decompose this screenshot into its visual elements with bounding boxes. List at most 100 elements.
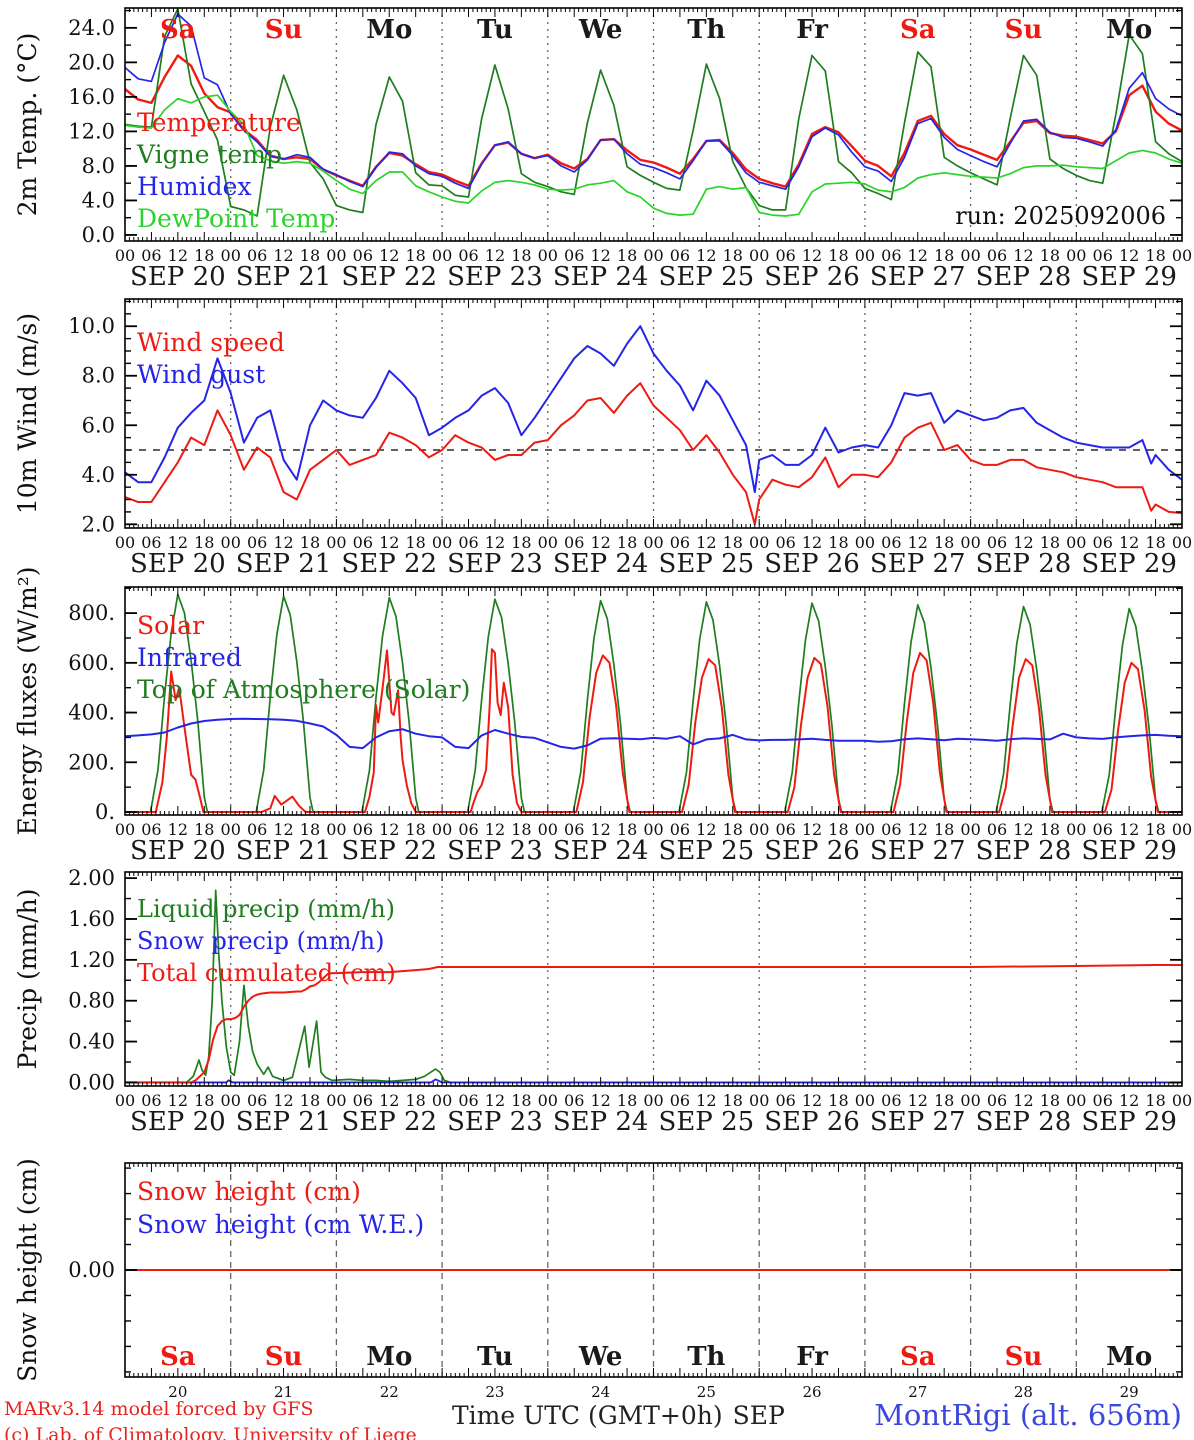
svg-text:00: 00 xyxy=(221,1091,241,1110)
svg-text:SEP 28: SEP 28 xyxy=(976,262,1072,292)
svg-text:Mo: Mo xyxy=(366,1342,412,1372)
svg-text:00: 00 xyxy=(538,533,558,552)
svg-text:12: 12 xyxy=(485,246,505,265)
svg-text:18: 18 xyxy=(934,533,954,552)
svg-text:00: 00 xyxy=(749,533,769,552)
svg-text:18: 18 xyxy=(828,820,848,839)
svg-text:00: 00 xyxy=(326,820,346,839)
svg-text:06: 06 xyxy=(564,533,584,552)
svg-text:06: 06 xyxy=(1093,820,1113,839)
svg-text:00: 00 xyxy=(538,246,558,265)
svg-text:00: 00 xyxy=(221,533,241,552)
svg-text:00: 00 xyxy=(643,246,663,265)
svg-text:12: 12 xyxy=(908,533,928,552)
svg-text:18: 18 xyxy=(194,820,214,839)
credits-line1: MARv3.14 model forced by GFS xyxy=(4,1398,314,1420)
svg-text:00: 00 xyxy=(643,820,663,839)
legend-vigne-temp: Vigne temp xyxy=(137,140,283,169)
svg-text:20: 20 xyxy=(168,1383,187,1401)
svg-text:Fr: Fr xyxy=(796,1342,828,1372)
svg-text:SEP 20: SEP 20 xyxy=(130,262,226,292)
svg-text:27: 27 xyxy=(908,1383,927,1401)
svg-text:0.0: 0.0 xyxy=(82,223,115,247)
svg-text:24: 24 xyxy=(591,1383,610,1401)
svg-text:06: 06 xyxy=(670,533,690,552)
svg-text:8.0: 8.0 xyxy=(82,154,115,178)
legend-liquid-precip: Liquid precip (mm/h) xyxy=(137,895,396,923)
svg-text:18: 18 xyxy=(828,1091,848,1110)
legend-snow-precip: Snow precip (mm/h) xyxy=(137,927,385,955)
svg-text:00: 00 xyxy=(749,820,769,839)
svg-text:00: 00 xyxy=(115,820,135,839)
svg-text:SEP 28: SEP 28 xyxy=(976,836,1072,866)
svg-text:12: 12 xyxy=(1013,1091,1033,1110)
model-credits: MARv3.14 model forced by GFS (c) Lab. of… xyxy=(4,1396,417,1440)
svg-text:18: 18 xyxy=(617,246,637,265)
svg-text:12: 12 xyxy=(379,246,399,265)
svg-text:00: 00 xyxy=(432,820,452,839)
svg-text:18: 18 xyxy=(405,820,425,839)
svg-text:06: 06 xyxy=(881,1091,901,1110)
svg-text:Su: Su xyxy=(1005,1342,1043,1372)
svg-text:00: 00 xyxy=(115,533,135,552)
svg-text:18: 18 xyxy=(194,1091,214,1110)
legend-toa-solar: Top of Atmosphere (Solar) xyxy=(137,675,471,704)
svg-text:SEP 24: SEP 24 xyxy=(553,549,649,579)
svg-text:00: 00 xyxy=(115,1091,135,1110)
svg-text:Mo: Mo xyxy=(1106,1342,1152,1372)
svg-text:SEP 22: SEP 22 xyxy=(341,262,437,292)
svg-text:12: 12 xyxy=(908,1091,928,1110)
svg-text:06: 06 xyxy=(458,533,478,552)
svg-text:00: 00 xyxy=(855,820,875,839)
svg-text:Sa: Sa xyxy=(900,15,936,45)
svg-text:SEP 21: SEP 21 xyxy=(236,262,332,292)
svg-text:SEP 20: SEP 20 xyxy=(130,1107,226,1137)
svg-text:SEP 25: SEP 25 xyxy=(659,836,755,866)
svg-text:1.20: 1.20 xyxy=(68,948,115,972)
svg-text:SEP 25: SEP 25 xyxy=(659,1107,755,1137)
svg-text:06: 06 xyxy=(775,533,795,552)
svg-text:SEP 22: SEP 22 xyxy=(341,549,437,579)
svg-text:SEP 27: SEP 27 xyxy=(870,1107,966,1137)
credits-line2: (c) Lab. of Climatology, University of L… xyxy=(4,1424,417,1440)
svg-text:00: 00 xyxy=(221,246,241,265)
svg-text:18: 18 xyxy=(617,533,637,552)
svg-text:00: 00 xyxy=(960,1091,980,1110)
svg-text:Sa: Sa xyxy=(160,1342,196,1372)
svg-text:06: 06 xyxy=(1093,533,1113,552)
svg-text:18: 18 xyxy=(934,246,954,265)
svg-text:SEP 21: SEP 21 xyxy=(236,549,332,579)
svg-text:SEP 26: SEP 26 xyxy=(764,1107,860,1137)
svg-text:18: 18 xyxy=(1040,246,1060,265)
svg-text:28: 28 xyxy=(1014,1383,1033,1401)
svg-text:Su: Su xyxy=(265,1342,303,1372)
svg-text:00: 00 xyxy=(855,533,875,552)
svg-text:12: 12 xyxy=(802,246,822,265)
legend-snow-height: Snow height (cm) xyxy=(137,1177,361,1206)
svg-text:Precip (mm/h): Precip (mm/h) xyxy=(13,889,42,1070)
svg-text:12.0: 12.0 xyxy=(68,119,115,143)
svg-text:12: 12 xyxy=(908,820,928,839)
svg-text:6.0: 6.0 xyxy=(82,413,115,437)
svg-text:18: 18 xyxy=(405,533,425,552)
svg-text:18: 18 xyxy=(194,533,214,552)
svg-text:18: 18 xyxy=(1145,533,1165,552)
svg-text:18: 18 xyxy=(723,533,743,552)
svg-text:SEP 24: SEP 24 xyxy=(553,1107,649,1137)
svg-text:600.: 600. xyxy=(68,651,115,675)
svg-text:00: 00 xyxy=(1172,246,1192,265)
svg-text:Su: Su xyxy=(265,15,303,45)
svg-text:18: 18 xyxy=(300,820,320,839)
svg-text:12: 12 xyxy=(485,1091,505,1110)
svg-text:26: 26 xyxy=(803,1383,822,1401)
svg-text:06: 06 xyxy=(458,246,478,265)
svg-text:2.00: 2.00 xyxy=(68,866,115,890)
time-utc-label: Time UTC (GMT+0h) xyxy=(452,1401,723,1430)
svg-text:12: 12 xyxy=(908,246,928,265)
svg-text:12: 12 xyxy=(485,820,505,839)
svg-text:00: 00 xyxy=(326,1091,346,1110)
svg-text:18: 18 xyxy=(300,533,320,552)
svg-text:Th: Th xyxy=(687,15,725,45)
svg-text:18: 18 xyxy=(511,533,531,552)
